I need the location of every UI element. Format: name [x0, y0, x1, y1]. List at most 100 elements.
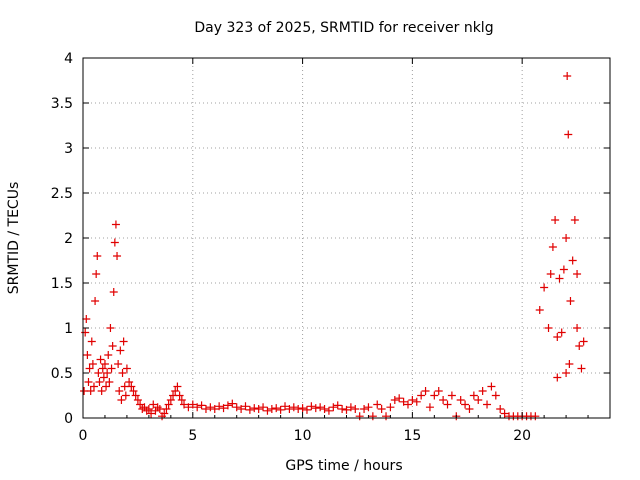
data-point — [250, 404, 259, 413]
data-point — [562, 369, 571, 377]
data-point — [93, 252, 102, 260]
data-point — [565, 360, 574, 368]
x-tick-label: 0 — [79, 428, 88, 444]
data-point — [99, 373, 108, 382]
data-point — [456, 396, 465, 404]
data-point — [496, 405, 505, 413]
data-point — [276, 405, 285, 414]
data-point — [108, 342, 117, 350]
data-point — [119, 337, 128, 346]
data-point — [500, 409, 509, 418]
data-point — [147, 409, 156, 418]
data-point — [434, 387, 443, 395]
data-point — [193, 403, 202, 412]
data-point — [408, 396, 417, 404]
data-point — [136, 400, 145, 409]
data-point — [173, 382, 182, 391]
data-point — [351, 405, 360, 413]
data-point — [559, 265, 568, 274]
grid-lines — [83, 58, 610, 418]
data-point — [575, 342, 584, 350]
data-point — [294, 405, 303, 413]
data-point — [443, 400, 452, 409]
data-point — [425, 403, 434, 412]
data-points — [80, 72, 588, 421]
data-point — [180, 400, 189, 409]
data-point — [94, 369, 103, 377]
data-point — [263, 406, 272, 415]
data-point — [88, 360, 97, 368]
data-point — [149, 400, 158, 409]
data-point — [237, 405, 246, 413]
data-point — [241, 402, 250, 411]
data-point — [548, 243, 557, 251]
x-tick-label: 20 — [513, 428, 531, 444]
data-point — [298, 404, 307, 413]
data-point — [197, 401, 206, 410]
data-point — [478, 387, 487, 395]
data-point — [421, 387, 430, 395]
data-point — [104, 351, 113, 359]
data-point — [573, 270, 582, 278]
data-point — [81, 328, 90, 337]
data-point — [215, 402, 224, 411]
data-point — [461, 400, 470, 409]
data-point — [386, 403, 395, 412]
data-point — [563, 72, 572, 80]
data-point — [206, 403, 215, 412]
data-point — [219, 404, 228, 413]
data-point — [267, 405, 276, 413]
data-point — [316, 403, 325, 412]
data-point — [210, 405, 219, 413]
data-point — [487, 382, 496, 391]
data-point — [403, 400, 412, 409]
data-point — [175, 391, 184, 400]
data-point — [566, 297, 575, 305]
data-point — [106, 324, 115, 332]
data-point — [573, 324, 582, 332]
data-point — [281, 402, 290, 411]
data-point — [105, 378, 114, 386]
data-point — [447, 391, 456, 400]
data-point — [535, 306, 544, 314]
data-point — [114, 360, 123, 368]
data-point — [577, 364, 586, 373]
data-point — [86, 387, 95, 395]
y-tick-label: 3 — [64, 141, 73, 157]
data-point — [115, 387, 124, 395]
data-point — [399, 397, 408, 406]
data-point — [131, 391, 140, 400]
data-point — [285, 405, 294, 413]
data-point — [329, 403, 338, 412]
data-point — [259, 403, 268, 412]
data-point — [89, 382, 98, 391]
data-point — [129, 387, 138, 395]
data-point — [579, 337, 588, 346]
data-point — [103, 369, 112, 377]
data-point — [551, 216, 560, 224]
data-point — [553, 333, 562, 341]
data-point — [177, 396, 186, 404]
data-point — [184, 403, 193, 412]
data-point — [568, 256, 577, 265]
data-point — [82, 315, 91, 323]
data-point — [91, 297, 100, 305]
data-point — [228, 399, 237, 408]
data-point — [113, 252, 122, 260]
data-point — [355, 412, 364, 421]
data-point — [127, 382, 136, 391]
data-point — [546, 270, 555, 278]
data-point — [118, 369, 127, 377]
data-point — [320, 405, 329, 413]
data-point — [382, 412, 391, 421]
data-point — [116, 346, 125, 355]
data-point — [110, 238, 119, 247]
y-tick-label: 0.5 — [51, 366, 73, 382]
x-axis-label: GPS time / hours — [285, 458, 402, 474]
data-point — [417, 391, 426, 400]
y-tick-label: 3.5 — [51, 96, 73, 112]
y-axis-label: SRMTID / TECUs — [6, 182, 22, 295]
data-point — [483, 400, 492, 409]
data-point — [474, 396, 483, 404]
data-point — [87, 337, 96, 346]
